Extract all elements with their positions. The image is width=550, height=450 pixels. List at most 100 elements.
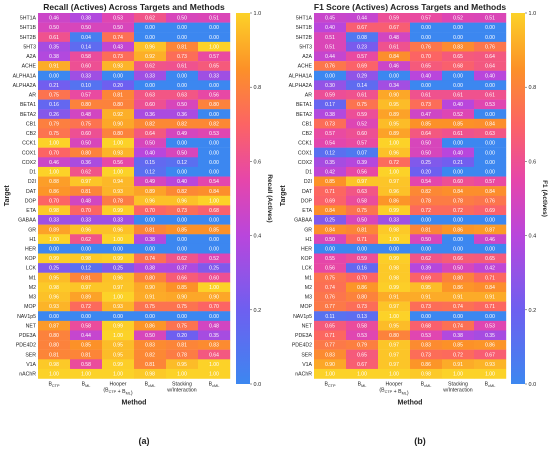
cell-value-label: 0.96 [389,189,399,195]
heatmap-cell [442,195,475,206]
row-tick-label: CB1 [26,121,36,127]
cell-value-label: 0.95 [113,352,123,358]
cell-value-label: 0.79 [49,121,59,127]
heatmap-cell [378,70,411,81]
cell-value-label: 0.84 [453,189,463,195]
cell-value-label: 0.79 [357,343,367,349]
heatmap-cell [442,224,475,235]
cell-value-label: 0.00 [453,237,463,243]
heatmap-cell [102,41,135,52]
cell-value-label: 0.51 [485,16,495,22]
row-tick-label: COX2 [22,160,36,166]
cell-value-label: 0.64 [485,54,495,60]
heatmap-cell [474,51,507,62]
cell-value-label: 0.76 [485,198,495,204]
cell-value-label: 0.00 [209,35,219,41]
row-tick-label: BETA1 [20,102,36,108]
row-tick-label: CCK1 [22,141,36,147]
row-tick-label: D2I [304,179,312,185]
heatmap-cell [134,282,167,293]
cell-value-label: 0.38 [81,16,91,22]
heatmap-cell [38,176,71,187]
heatmap-cell [378,301,411,312]
heatmap-cell [410,330,443,341]
heatmap-cell [314,253,347,264]
column-tick-label: BcML [209,382,220,389]
cell-value-label: 0.93 [113,189,123,195]
heatmap-cell [346,109,379,120]
heatmap-cell [102,176,135,187]
cell-value-label: 0.96 [49,295,59,301]
svg-text:w/Interaction: w/Interaction [167,388,197,394]
cell-value-label: 0.50 [49,25,59,31]
cell-value-label: 0.40 [145,150,155,156]
heatmap-cell [198,157,231,168]
heatmap-cell [442,32,475,43]
cell-value-label: 0.60 [81,131,91,137]
cell-value-label: 0.00 [485,83,495,89]
heatmap-cell [378,368,411,379]
heatmap-cell [38,70,71,81]
cell-value-label: 0.81 [49,352,59,358]
cell-value-label: 0.85 [177,227,187,233]
row-tick-label: 5HT1B [296,25,313,31]
heatmap-cell [314,51,347,62]
heatmap-cell [102,22,135,33]
heatmap-cell [102,340,135,350]
column-tick-label: BML [358,382,367,389]
heatmap-cell [474,157,507,168]
heatmap-cell [474,118,507,129]
heatmap-cell [38,234,71,245]
heatmap-cell [166,320,199,331]
cell-value-label: 0.85 [81,343,91,349]
cell-value-label: 0.80 [113,102,123,108]
cell-value-label: 0.69 [485,208,495,214]
cell-value-label: 0.82 [209,121,219,127]
heatmap-cell [198,51,231,62]
svg-text:Stacking: Stacking [172,382,192,388]
heatmap-cell [70,243,103,254]
cell-value-label: 0.93 [113,150,123,156]
heatmap-cell [134,186,167,196]
cell-value-label: 0.85 [325,179,335,185]
cell-value-label: 0.74 [453,304,463,310]
row-tick-label: SER [25,352,36,358]
heatmap-cell [38,263,71,273]
row-tick-label: LCK [302,266,313,272]
heatmap-cell [410,263,443,273]
heatmap-cell [166,70,199,81]
row-tick-label: ALPHA2A [289,83,313,89]
heatmap-cell [166,263,199,273]
cell-value-label: 0.51 [325,44,335,50]
cell-value-label: 0.50 [177,16,187,22]
row-tick-label: HER [25,246,36,252]
heatmap-cell [378,138,411,148]
cell-value-label: 0.00 [145,83,155,89]
heatmap-cell [346,51,379,62]
heatmap-cell [410,282,443,293]
heatmap-cell [198,22,231,33]
cell-value-label: 0.00 [421,314,431,320]
row-tick-label: ACHE [298,64,313,70]
heatmap-cell [346,291,379,302]
heatmap-cell [166,51,199,62]
cell-value-label: 0.35 [485,333,495,339]
heatmap-cell [410,311,443,322]
heatmap-cell [346,157,379,168]
cell-value-label: 0.46 [49,160,59,166]
cell-value-label: 1.00 [389,372,399,378]
row-tick-label: ALPHA2A [13,83,37,89]
cell-value-label: 0.00 [81,246,91,252]
heatmap-cell [38,80,71,91]
cell-value-label: 0.46 [389,64,399,70]
svg-text:(BCTP + BML): (BCTP + BML) [379,388,408,397]
heatmap-cell [346,311,379,322]
heatmap-cell [38,186,71,196]
heatmap-cell [134,41,167,52]
heatmap-cell [474,99,507,110]
heatmap-cell [474,368,507,379]
heatmap-cell [378,243,411,254]
cell-value-label: 0.90 [145,285,155,291]
cell-value-label: 0.80 [389,333,399,339]
cell-value-label: 0.00 [177,35,187,41]
